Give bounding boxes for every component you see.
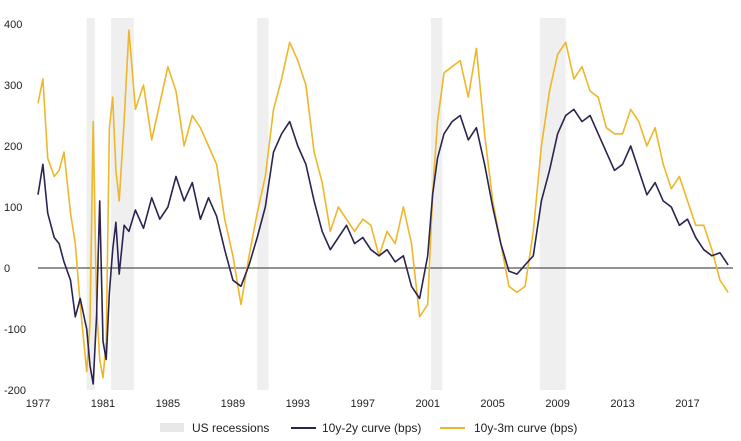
series-lines: [37, 29, 729, 385]
legend: US recessions 10y-2y curve (bps) 10y-3m cu…: [160, 421, 577, 435]
y-tick-label: 100: [4, 202, 22, 214]
x-tick-label: 1993: [286, 398, 310, 410]
y-tick-label: 300: [4, 80, 22, 92]
x-axis-ticks: 1977 1981 1985 1989 1993 1997 2001 2005 2009 2013…: [26, 398, 700, 410]
legend-label-s10y2y: 10y-2y curve (bps): [322, 421, 421, 435]
x-tick-label: 2013: [610, 398, 634, 410]
recession-band-2: [257, 18, 269, 390]
x-tick-label: 1989: [221, 398, 245, 410]
x-tick-label: 1997: [351, 398, 375, 410]
recession-band-1: [111, 18, 134, 390]
y-tick-label: -200: [4, 385, 26, 397]
recession-band-3: [430, 18, 443, 390]
y-tick-label: 400: [4, 19, 22, 31]
legend-swatch-recessions: [160, 423, 184, 432]
x-tick-label: 2001: [415, 398, 439, 410]
x-tick-label: 1977: [26, 398, 50, 410]
x-tick-label: 2005: [480, 398, 504, 410]
y-axis-ticks: 400 300 200 100 0 -100 -200: [4, 19, 26, 397]
x-tick-label: 2009: [545, 398, 569, 410]
x-tick-label: 1985: [156, 398, 180, 410]
y-tick-label: 200: [4, 141, 22, 153]
legend-label-s10y3m: 10y-3m curve (bps): [474, 421, 577, 435]
legend-label-recessions: US recessions: [192, 421, 269, 435]
y-tick-label: 0: [4, 263, 10, 275]
x-tick-label: 1981: [91, 398, 115, 410]
x-tick-label: 2017: [675, 398, 699, 410]
recession-bands: [86, 18, 566, 390]
series-line-10y-3m: [37, 29, 729, 379]
recession-band-0: [86, 18, 95, 390]
series-line-10y-2y: [37, 108, 729, 385]
y-tick-label: -100: [4, 324, 26, 336]
